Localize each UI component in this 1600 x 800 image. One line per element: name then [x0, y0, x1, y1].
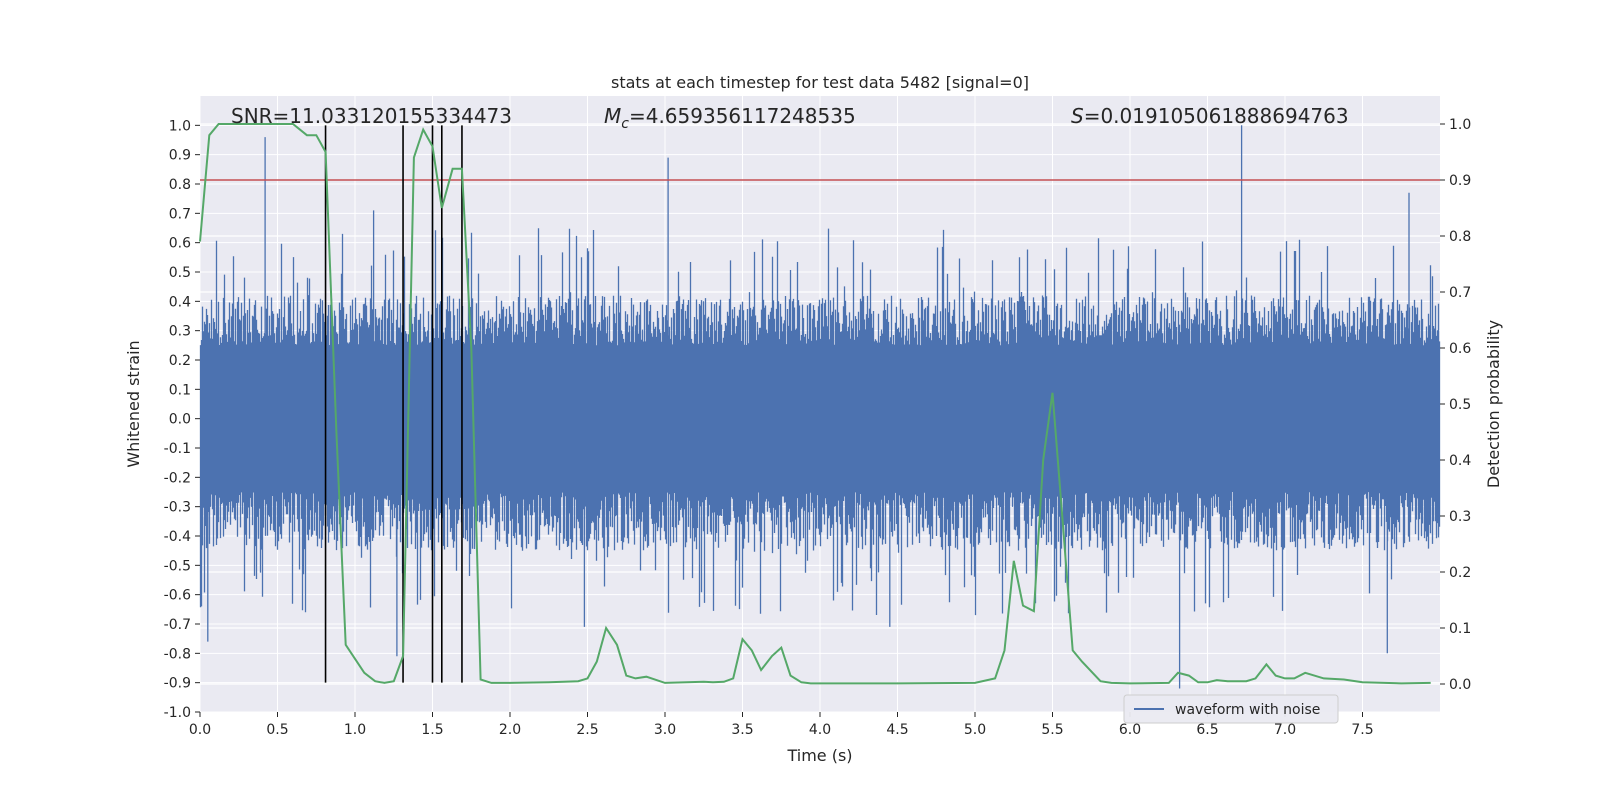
y-tick-label: 0.6	[169, 236, 191, 252]
y-tick-label: 0.9	[169, 148, 191, 164]
y2-axis-label: Detection probability	[1484, 320, 1503, 488]
y-tick-label: 0.0	[169, 412, 191, 428]
detection-probability-line	[199, 123, 1431, 685]
y-tick-label: 1.0	[169, 118, 191, 134]
y-tick-label: -0.4	[164, 529, 191, 545]
y2-tick-label: 0.5	[1449, 397, 1471, 413]
x-tick-label: 3.0	[654, 722, 676, 738]
y-tick-label: 0.3	[169, 324, 191, 340]
x-tick-label: 1.0	[344, 722, 366, 738]
legend-label: waveform with noise	[1175, 702, 1320, 718]
y-axis-label: Whitened strain	[124, 340, 143, 467]
s-annotation: S=0.019105061888694763	[1071, 104, 1349, 128]
vertical-lines	[324, 125, 463, 683]
y-tick-label: -0.5	[164, 558, 191, 574]
x-tick-label: 7.0	[1274, 722, 1296, 738]
x-axis-label: Time (s)	[786, 746, 852, 765]
y2-tick-label: 0.1	[1449, 621, 1471, 637]
chart-title: stats at each timestep for test data 548…	[611, 73, 1029, 92]
legend: waveform with noise	[1123, 694, 1339, 724]
x-tick-label: 6.0	[1119, 722, 1141, 738]
legend-box	[1123, 694, 1339, 724]
y2-axis-ticks: 1.0 0.9 0.8 0.7 0.6 0.5 0.4 0.3 0.2 0.1 0.0	[1440, 117, 1471, 693]
x-tick-label: 6.5	[1196, 722, 1218, 738]
y-tick-label: 0.8	[169, 177, 191, 193]
y-tick-label: -0.1	[164, 441, 191, 457]
x-tick-label: 1.5	[421, 722, 443, 738]
y2-tick-label: 0.9	[1449, 173, 1471, 189]
x-tick-label: 5.0	[964, 722, 986, 738]
y-tick-label: -0.2	[164, 470, 191, 486]
waveform-series	[199, 125, 1441, 689]
chirp-mass-symbol: M	[604, 104, 621, 128]
chirp-mass-annotation: Mc=4.659356117248535	[604, 104, 856, 132]
y-tick-label: 0.5	[169, 265, 191, 281]
y2-tick-label: 0.0	[1449, 677, 1471, 693]
y-tick-label: -0.3	[164, 500, 191, 516]
x-axis-ticks: 0.0 0.5 1.0 1.5 2.0 2.5 3.0 3.5 4.0 4.5 5.0 5.5 6.0 6…	[189, 712, 1374, 738]
x-tick-label: 0.0	[189, 722, 211, 738]
y-tick-label: -0.6	[164, 588, 191, 604]
y2-tick-label: 0.8	[1449, 229, 1471, 245]
x-tick-label: 7.5	[1351, 722, 1373, 738]
chirp-mass-value: =4.659356117248535	[629, 104, 856, 128]
x-tick-label: 5.5	[1041, 722, 1063, 738]
y-tick-label: 0.4	[169, 294, 191, 310]
y-tick-label: -1.0	[164, 705, 191, 721]
s-value: =0.019105061888694763	[1084, 104, 1349, 128]
waveform-line	[199, 125, 1441, 689]
y-tick-label: -0.8	[164, 646, 191, 662]
y2-tick-label: 1.0	[1449, 117, 1471, 133]
y-axis-ticks: 1.0 0.9 0.8 0.7 0.6 0.5 0.4 0.3 0.2 0.1 0.0 -0.1 -0.…	[164, 118, 200, 721]
s-symbol: S	[1071, 104, 1084, 128]
x-tick-label: 4.0	[809, 722, 831, 738]
y2-tick-label: 0.3	[1449, 509, 1471, 525]
y-tick-label: -0.7	[164, 617, 191, 633]
y2-tick-label: 0.6	[1449, 341, 1471, 357]
y-tick-label: -0.9	[164, 676, 191, 692]
y-tick-label: 0.7	[169, 206, 191, 222]
y2-tick-label: 0.7	[1449, 285, 1471, 301]
y2-tick-label: 0.4	[1449, 453, 1471, 469]
probability-series	[199, 123, 1431, 685]
x-tick-label: 4.5	[886, 722, 908, 738]
chirp-mass-subscript: c	[621, 116, 629, 132]
snr-annotation: SNR=11.033120155334473	[231, 104, 512, 128]
x-tick-label: 3.5	[731, 722, 753, 738]
y2-tick-label: 0.2	[1449, 565, 1471, 581]
y-tick-label: 0.1	[169, 382, 191, 398]
y-tick-label: 0.2	[169, 353, 191, 369]
x-tick-label: 2.5	[576, 722, 598, 738]
x-tick-label: 0.5	[266, 722, 288, 738]
x-tick-label: 2.0	[499, 722, 521, 738]
